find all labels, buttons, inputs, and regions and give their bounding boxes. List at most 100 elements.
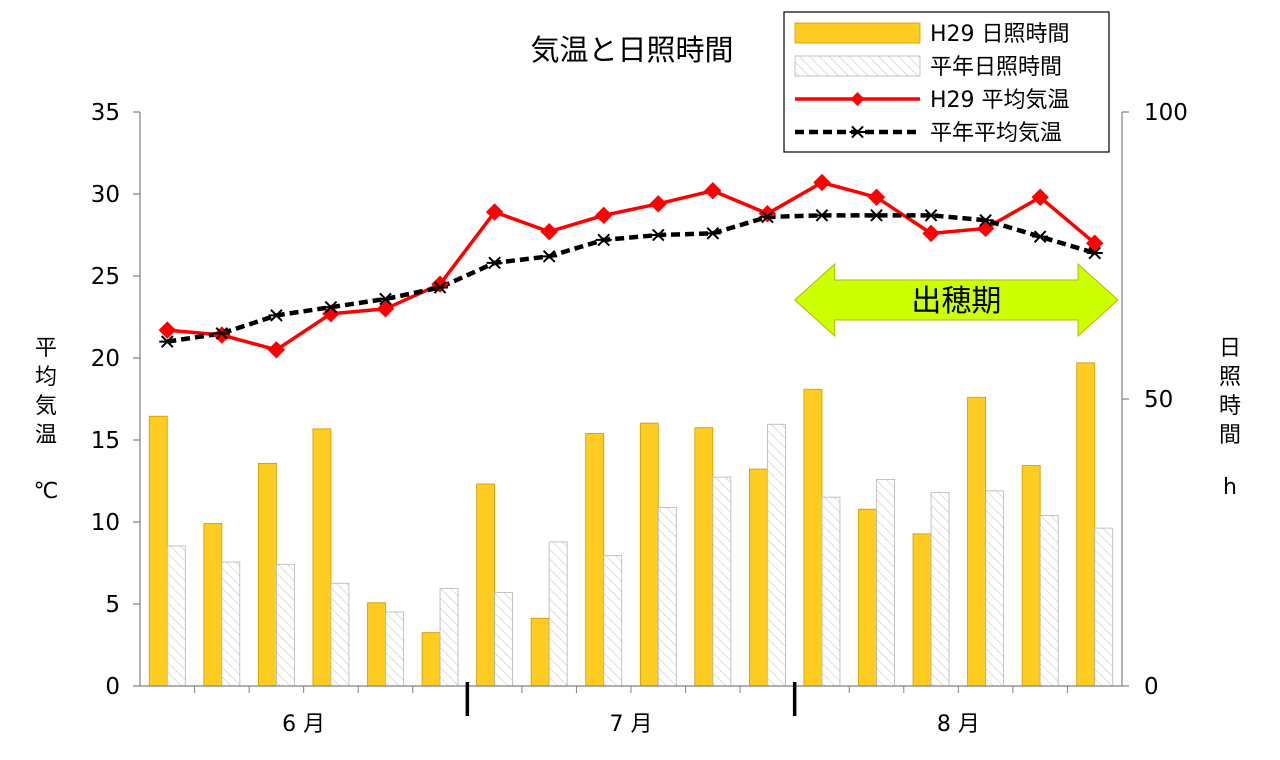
h29-temp-point-15	[922, 224, 940, 243]
y-left-title-char-3: 気	[35, 394, 57, 419]
h29-sunshine-bar-5	[367, 602, 386, 687]
normal-temp-point-4	[322, 300, 339, 314]
normal-temp-line	[166, 213, 1096, 344]
heading-period-arrow	[793, 262, 1119, 338]
normal-temp-point-16	[977, 213, 994, 227]
h29-sunshine-bar-2	[203, 523, 223, 687]
h29-sunshine-bar-6	[421, 632, 441, 687]
normal-sunshine-bar-2	[221, 561, 241, 687]
normal-temp-point-13	[813, 209, 830, 222]
normal-sunshine-bar-18	[1094, 527, 1114, 687]
normal-temp-point-2	[213, 327, 230, 340]
chart-title: 気温と日照時間	[530, 33, 733, 67]
month-label-1: 6 月	[282, 712, 325, 737]
legend-label-3: H29 平均気温	[930, 88, 1070, 113]
h29-temp-point-2	[213, 326, 231, 344]
legend-swatch-2	[794, 55, 921, 77]
y-right-unit: h	[1223, 475, 1237, 500]
normal-sunshine-bar-9	[603, 555, 623, 687]
normal-sunshine-bar-4	[330, 582, 350, 687]
normal-temp-point-8	[541, 250, 558, 263]
h29-temp-point-4	[322, 305, 340, 323]
axes-group: 0 5 10 15 20 25 30 35 0 50 100 6 月 7 月 8 月	[91, 100, 1188, 737]
h29-sunshine-bar-18	[1076, 362, 1096, 687]
h29-sunshine-bar-17	[1021, 465, 1041, 687]
y-right-title-char-3: 時	[1219, 394, 1241, 419]
h29-sunshine-bar-14	[858, 508, 877, 687]
h29-sunshine-bar-15	[912, 533, 932, 687]
heading-period-annotation: 出穂期	[793, 262, 1119, 338]
h29-sunshine-bar-3	[257, 462, 277, 687]
normal-temp-point-10	[650, 228, 667, 242]
normal-temp-point-6	[432, 281, 449, 294]
h29-temp-point-11	[704, 182, 722, 200]
y-left-title-char-2: 均	[35, 365, 57, 390]
y-left-tick-label-25: 25	[91, 264, 120, 290]
y-left-tick-label-30: 30	[91, 182, 120, 208]
normal-sunshine-bar-15	[930, 492, 950, 687]
y-left-tick-label-15: 15	[91, 428, 120, 454]
normal-temp-point-11	[704, 227, 721, 240]
h29-temp-point-1	[158, 321, 176, 339]
h29-sunshine-bar-7	[476, 483, 496, 687]
h29-temp-line	[167, 180, 1096, 352]
month-label-2: 7 月	[610, 712, 653, 737]
normal-temp-point-7	[486, 256, 503, 270]
normal-sunshine-bar-14	[876, 478, 895, 687]
h29-sunshine-bar-12	[748, 468, 768, 687]
h29-sunshine-bar-13	[803, 388, 823, 687]
y-left-tick-label-5: 5	[105, 592, 120, 618]
normal-temp-point-1	[159, 335, 176, 348]
y-left-tick-label-35: 35	[91, 100, 120, 126]
h29-temp-point-18	[1086, 234, 1104, 252]
bar-series-group	[148, 362, 1114, 687]
y-right-title-char-2: 照	[1219, 365, 1241, 390]
h29-sunshine-bar-9	[585, 433, 605, 687]
legend-swatch-4	[795, 125, 920, 139]
h29-sunshine-bar-1	[148, 415, 168, 687]
normal-temp-point-12	[759, 210, 776, 224]
normal-sunshine-bar-7	[494, 592, 514, 687]
y-right-tick-label-50: 50	[1144, 387, 1173, 413]
normal-sunshine-bar-11	[712, 476, 732, 687]
h29-sunshine-bar-8	[530, 617, 550, 687]
h29-temp-point-7	[485, 203, 504, 221]
normal-sunshine-bar-13	[821, 496, 841, 687]
normal-temp-point-9	[595, 233, 612, 247]
normal-sunshine-bar-1	[166, 545, 186, 687]
y-left-tick-label-10: 10	[91, 510, 120, 536]
legend-swatch-3	[795, 92, 920, 106]
y-left-tick-label-0: 0	[105, 674, 120, 700]
y-axis-right-title: 日照時間 h	[1219, 336, 1241, 500]
normal-sunshine-bar-10	[657, 507, 677, 687]
normal-temp-point-18	[1086, 246, 1103, 260]
h29-temp-point-5	[376, 300, 395, 318]
normal-sunshine-bar-17	[1039, 515, 1059, 687]
month-label-3: 8 月	[937, 712, 980, 737]
h29-temp-point-14	[867, 188, 886, 206]
y-left-tick-label-20: 20	[91, 346, 120, 372]
h29-temp-point-10	[649, 195, 667, 213]
h29-sunshine-bar-11	[694, 427, 714, 687]
y-left-title-char-4: 温	[35, 423, 57, 448]
y-right-title-char-4: 間	[1219, 423, 1241, 448]
h29-temp-point-3	[267, 341, 286, 359]
normal-temp-point-17	[1032, 230, 1049, 243]
normal-sunshine-bar-12	[766, 423, 786, 687]
normal-sunshine-bar-5	[385, 611, 404, 687]
y-left-title-char-1: 平	[35, 336, 57, 361]
y-right-tick-label-100: 100	[1144, 100, 1188, 126]
line-series-group	[158, 173, 1104, 359]
normal-sunshine-bar-8	[548, 541, 568, 687]
normal-sunshine-bar-16	[985, 490, 1005, 687]
h29-temp-point-17	[1031, 188, 1049, 206]
h29-sunshine-bar-10	[639, 422, 659, 687]
legend-swatch-1	[794, 22, 921, 44]
legend-label-2: 平年日照時間	[930, 55, 1062, 80]
h29-sunshine-bar-4	[312, 428, 332, 687]
normal-temp-point-15	[923, 209, 940, 222]
normal-temp-point-3	[268, 309, 285, 322]
y-axis-left-title: 平均気温 ℃	[34, 336, 59, 504]
